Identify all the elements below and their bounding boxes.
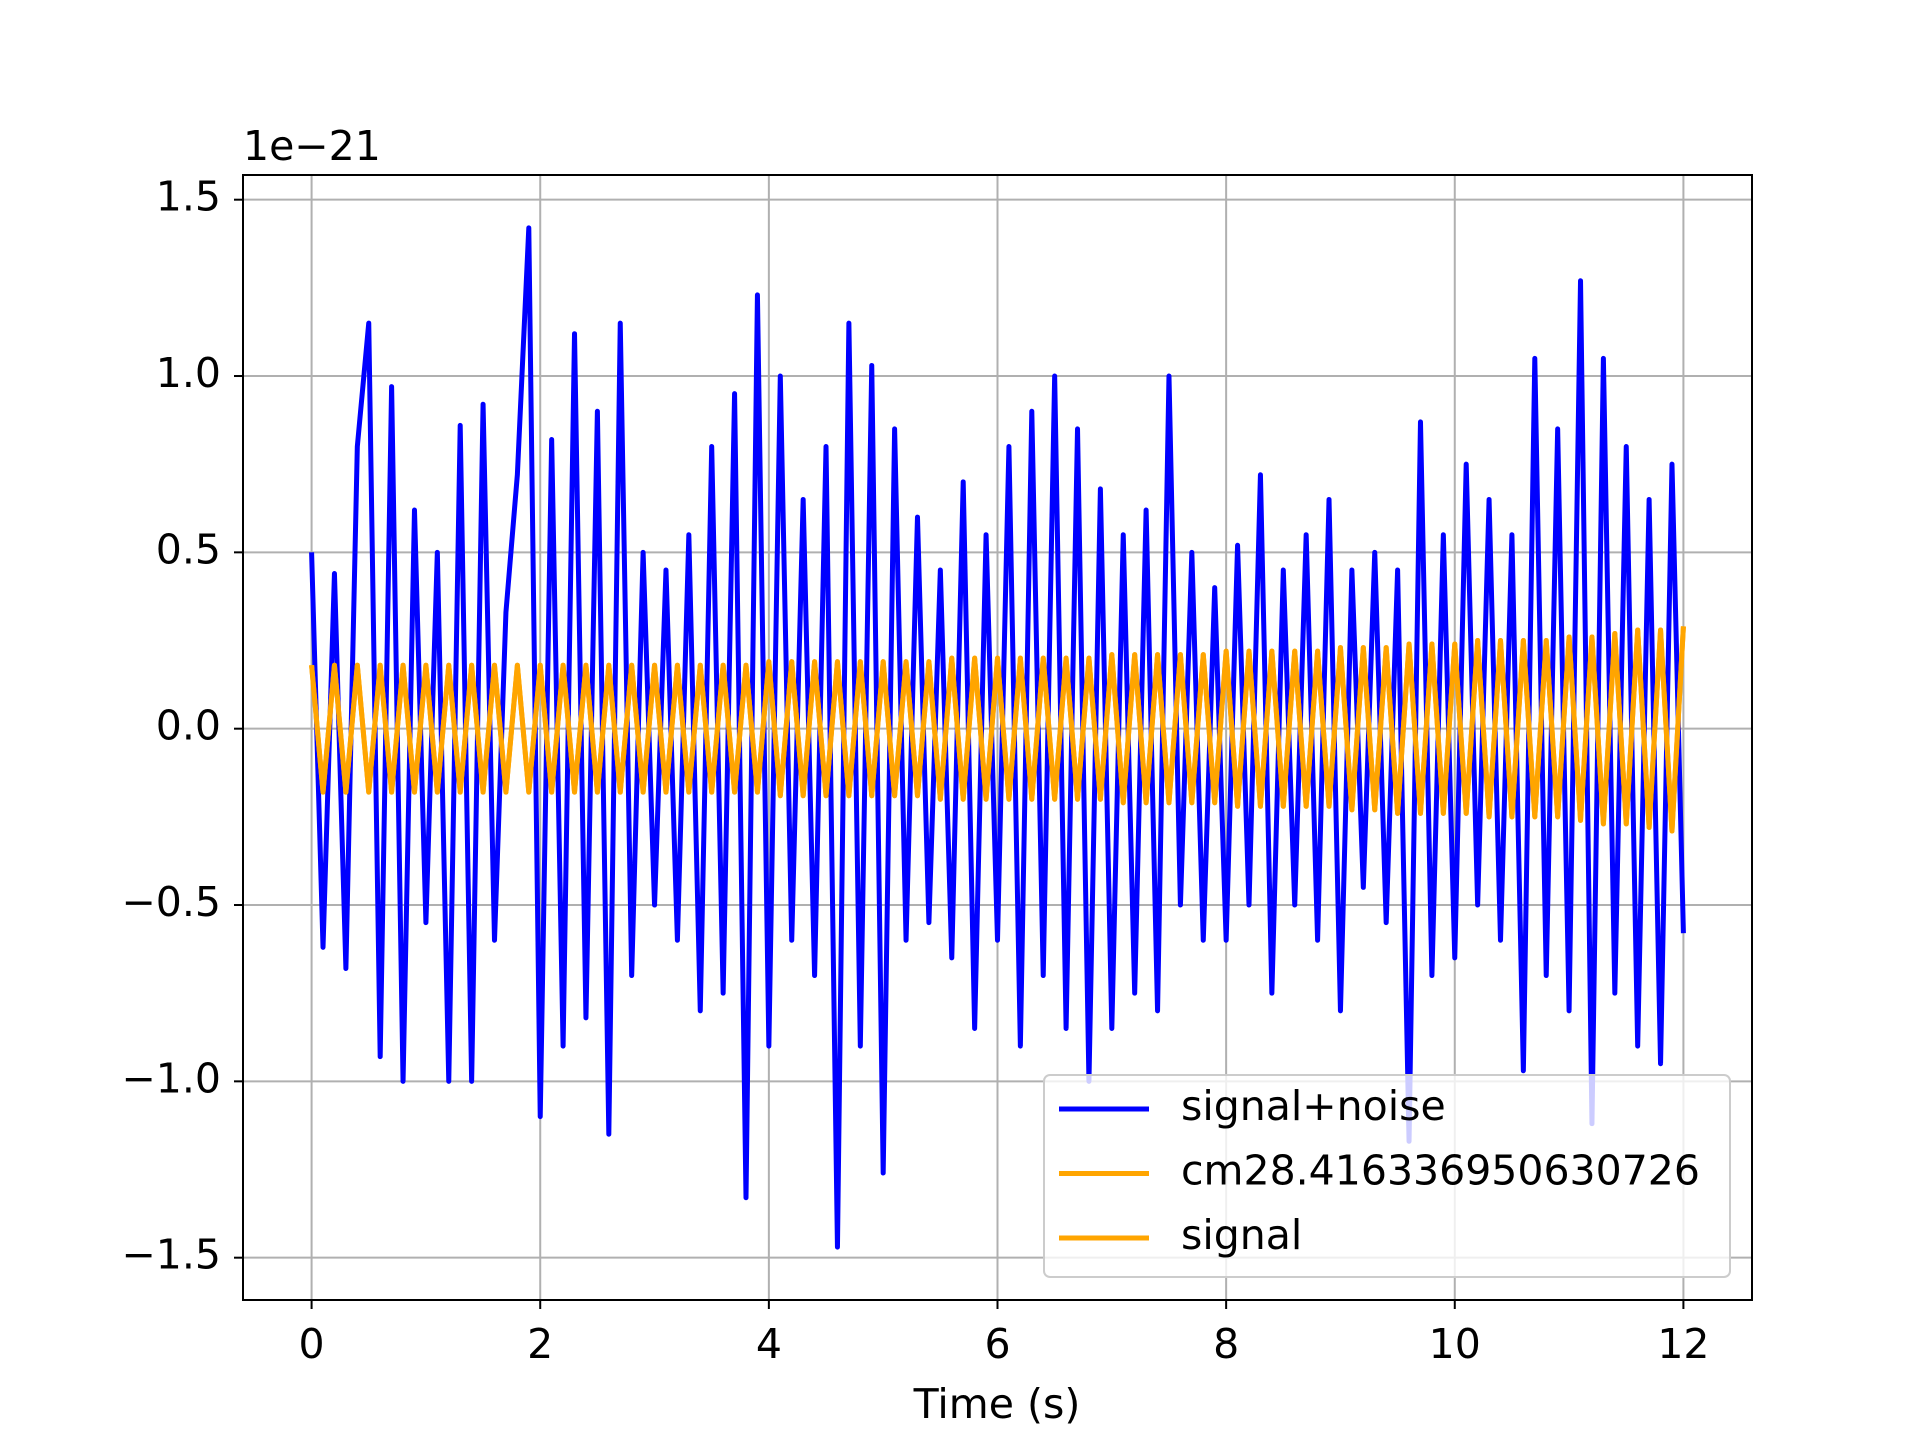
y-tick-label: 0.5 xyxy=(156,525,221,573)
x-tick-label: 2 xyxy=(527,1320,553,1368)
series-line xyxy=(309,225,1686,1250)
legend-box xyxy=(1043,1074,1731,1278)
legend-label: signal xyxy=(1181,1211,1302,1259)
y-tick-label: −1.5 xyxy=(121,1231,221,1279)
legend-label: signal+noise xyxy=(1181,1082,1446,1130)
y-tick-label: −1.0 xyxy=(121,1054,221,1102)
y-tick-label: 1.5 xyxy=(156,173,221,221)
x-tick-label: 6 xyxy=(984,1320,1010,1368)
x-tick-label: 12 xyxy=(1657,1320,1709,1368)
y-tick-label: −0.5 xyxy=(121,878,221,926)
x-tick-label: 0 xyxy=(299,1320,325,1368)
legend-label: cm28.416336950630726 xyxy=(1181,1147,1700,1195)
y-tick-label: 0.0 xyxy=(156,702,221,750)
x-axis-label: Time (s) xyxy=(913,1380,1081,1428)
x-tick-label: 10 xyxy=(1429,1320,1481,1368)
x-tick-label: 8 xyxy=(1213,1320,1239,1368)
y-offset-label: 1e−21 xyxy=(243,122,381,170)
y-tick-label: 1.0 xyxy=(156,349,221,397)
series-line xyxy=(309,626,1686,834)
x-tick-label: 4 xyxy=(756,1320,782,1368)
plot-frame xyxy=(242,174,1753,1301)
